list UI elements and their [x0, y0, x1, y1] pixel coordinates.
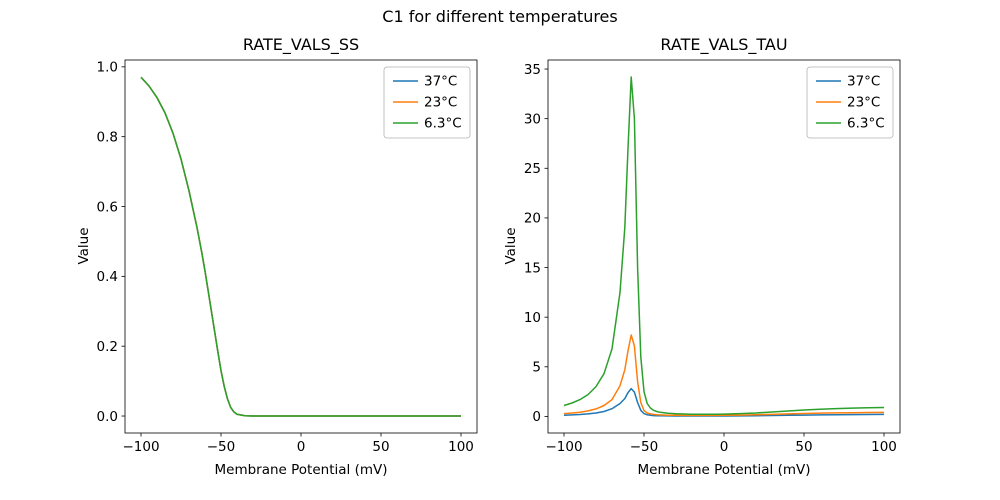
series-line-37°C	[563, 387, 885, 417]
y-tick-label: 15	[524, 260, 541, 276]
y-axis-label-tau: Value	[503, 227, 519, 264]
subplot-rate-vals-tau: RATE_VALS_TAU −100 −50 0 50 100 0 5 10 15 20 25 30 3…	[503, 35, 901, 478]
legend-label: 37°C	[424, 74, 457, 90]
x-tick-label: 0	[720, 439, 729, 455]
x-tick-label: 100	[871, 439, 897, 455]
legend-label: 23°C	[847, 95, 880, 111]
legend-label: 6.3°C	[424, 116, 462, 132]
subplot-rate-vals-ss: RATE_VALS_SS −100 −50 0 50 100 0.0 0.2 0.4 0.6 0.…	[76, 35, 478, 478]
x-tick-label: −50	[207, 439, 236, 455]
y-tick-label: 10	[524, 310, 541, 326]
y-tick-label: 1.0	[97, 60, 118, 76]
legend-label: 6.3°C	[847, 116, 885, 132]
x-tick-label: −100	[122, 439, 159, 455]
legend-frame	[383, 66, 471, 139]
y-tick-label: 30	[524, 111, 541, 127]
figure-title: C1 for different temperatures	[382, 7, 617, 26]
axes-tau: −100 −50 0 50 100 0 5 10 15 20 25 30 35 37°C 23°C 6.3°C	[524, 59, 901, 455]
axes-ss: −100 −50 0 50 100 0.0 0.2 0.4 0.6 0.8 1.0 37°C 23°C 6…	[97, 59, 478, 455]
subplot-title-tau: RATE_VALS_TAU	[660, 35, 787, 55]
x-tick-label: −100	[545, 439, 582, 455]
x-tick-label: 50	[795, 439, 812, 455]
subplot-title-ss: RATE_VALS_SS	[243, 35, 359, 55]
y-axis-label-ss: Value	[76, 227, 92, 264]
series-line-6.3°C	[140, 76, 461, 417]
series-line-6.3°C	[563, 76, 885, 416]
x-axis-label-ss: Membrane Potential (mV)	[214, 462, 387, 478]
y-tick-label: 25	[524, 161, 541, 177]
x-tick-label: 50	[372, 439, 389, 455]
y-tick-label: 35	[524, 62, 541, 78]
x-tick-label: −50	[630, 439, 659, 455]
legend: 37°C 23°C 6.3°C	[383, 66, 471, 139]
y-tick-label: 0.4	[97, 269, 118, 285]
legend-label: 23°C	[424, 95, 457, 111]
y-tick-label: 0.6	[97, 199, 118, 215]
y-tick-label: 5	[532, 360, 541, 376]
x-tick-label: 0	[297, 439, 306, 455]
legend-frame	[806, 66, 894, 139]
x-axis-label-tau: Membrane Potential (mV)	[637, 462, 810, 478]
series-line-23°C	[563, 334, 885, 417]
y-tick-label: 0	[532, 409, 541, 425]
x-tick-label: 100	[448, 439, 474, 455]
legend-label: 37°C	[847, 74, 880, 90]
y-tick-label: 0.0	[97, 409, 118, 425]
y-tick-label: 0.2	[97, 339, 118, 355]
legend: 37°C 23°C 6.3°C	[806, 66, 894, 139]
y-tick-label: 20	[524, 211, 541, 227]
y-tick-label: 0.8	[97, 129, 118, 145]
